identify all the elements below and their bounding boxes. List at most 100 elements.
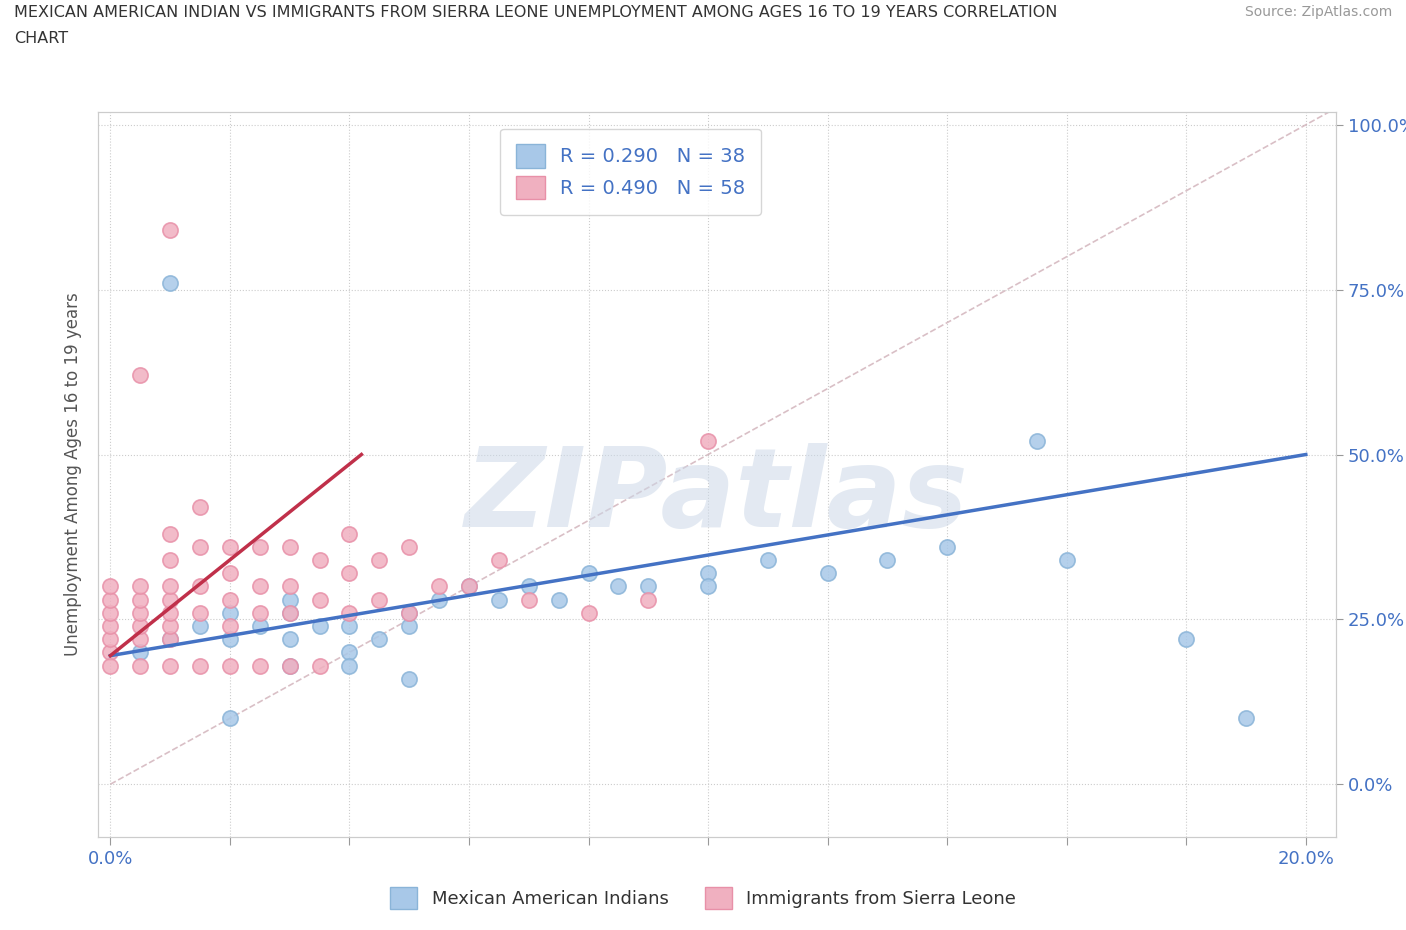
Point <box>159 631 181 646</box>
Point <box>129 579 152 594</box>
Point <box>458 579 481 594</box>
Point <box>188 618 211 633</box>
Point <box>339 618 361 633</box>
Point <box>129 368 152 383</box>
Point <box>1175 631 1198 646</box>
Point <box>219 658 242 673</box>
Point <box>159 618 181 633</box>
Point <box>278 539 301 554</box>
Point <box>308 552 330 567</box>
Point <box>398 671 420 686</box>
Point <box>219 618 242 633</box>
Point <box>1025 434 1047 449</box>
Point <box>398 618 420 633</box>
Point <box>398 539 420 554</box>
Point <box>427 579 450 594</box>
Y-axis label: Unemployment Among Ages 16 to 19 years: Unemployment Among Ages 16 to 19 years <box>65 292 83 657</box>
Point <box>278 658 301 673</box>
Point <box>219 631 242 646</box>
Point <box>278 658 301 673</box>
Point <box>308 592 330 607</box>
Point <box>159 605 181 620</box>
Point <box>249 658 271 673</box>
Point <box>488 592 510 607</box>
Point <box>936 539 959 554</box>
Point <box>249 579 271 594</box>
Text: MEXICAN AMERICAN INDIAN VS IMMIGRANTS FROM SIERRA LEONE UNEMPLOYMENT AMONG AGES : MEXICAN AMERICAN INDIAN VS IMMIGRANTS FR… <box>14 5 1057 20</box>
Point <box>339 526 361 541</box>
Text: ZIPatlas: ZIPatlas <box>465 443 969 550</box>
Point <box>637 592 659 607</box>
Point <box>697 579 720 594</box>
Point <box>308 618 330 633</box>
Text: Source: ZipAtlas.com: Source: ZipAtlas.com <box>1244 5 1392 19</box>
Point <box>817 565 839 580</box>
Point <box>339 565 361 580</box>
Point <box>129 644 152 659</box>
Point <box>339 658 361 673</box>
Point <box>188 605 211 620</box>
Point <box>517 579 540 594</box>
Point <box>159 658 181 673</box>
Point <box>308 658 330 673</box>
Point <box>278 605 301 620</box>
Point <box>278 631 301 646</box>
Point <box>1234 711 1257 725</box>
Point <box>219 605 242 620</box>
Point <box>427 592 450 607</box>
Point <box>339 644 361 659</box>
Point <box>100 658 122 673</box>
Legend: R = 0.290   N = 38, R = 0.490   N = 58: R = 0.290 N = 38, R = 0.490 N = 58 <box>501 128 761 215</box>
Point <box>159 275 181 290</box>
Point <box>278 579 301 594</box>
Point <box>278 592 301 607</box>
Point <box>249 539 271 554</box>
Point <box>100 644 122 659</box>
Point <box>159 223 181 238</box>
Point <box>249 618 271 633</box>
Point <box>100 605 122 620</box>
Point <box>129 592 152 607</box>
Point <box>100 631 122 646</box>
Point <box>219 565 242 580</box>
Point <box>129 658 152 673</box>
Point <box>249 605 271 620</box>
Point <box>188 658 211 673</box>
Point <box>368 552 391 567</box>
Point <box>129 631 152 646</box>
Legend: Mexican American Indians, Immigrants from Sierra Leone: Mexican American Indians, Immigrants fro… <box>382 880 1024 916</box>
Point <box>697 434 720 449</box>
Point <box>100 618 122 633</box>
Point <box>219 539 242 554</box>
Point <box>278 605 301 620</box>
Point <box>188 539 211 554</box>
Point <box>219 592 242 607</box>
Point <box>159 579 181 594</box>
Point <box>368 631 391 646</box>
Point <box>876 552 898 567</box>
Point <box>188 499 211 514</box>
Point <box>159 592 181 607</box>
Point <box>159 552 181 567</box>
Point <box>129 605 152 620</box>
Point <box>578 565 600 580</box>
Point <box>697 565 720 580</box>
Point <box>458 579 481 594</box>
Point <box>100 579 122 594</box>
Point <box>159 631 181 646</box>
Text: CHART: CHART <box>14 31 67 46</box>
Point <box>756 552 779 567</box>
Point <box>129 618 152 633</box>
Point <box>1056 552 1078 567</box>
Point <box>159 526 181 541</box>
Point <box>637 579 659 594</box>
Point <box>488 552 510 567</box>
Point <box>398 605 420 620</box>
Point <box>398 605 420 620</box>
Point <box>100 592 122 607</box>
Point <box>547 592 569 607</box>
Point <box>607 579 630 594</box>
Point <box>578 605 600 620</box>
Point <box>219 711 242 725</box>
Point <box>188 579 211 594</box>
